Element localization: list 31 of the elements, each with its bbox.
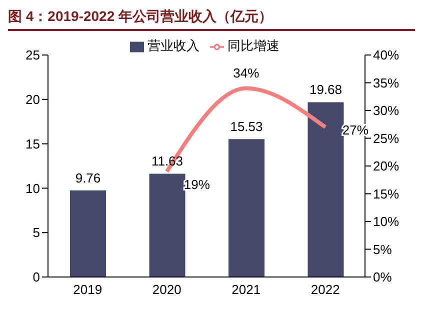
data-label: 15.53	[230, 119, 263, 134]
y2-tick-label: 20%	[373, 158, 400, 174]
y2-tick-label: 5%	[373, 242, 392, 257]
x-tick-label: 2021	[232, 282, 261, 298]
bar	[149, 174, 186, 277]
y2-tick-label: 40%	[373, 48, 400, 63]
chart-title: 图 4：2019-2022 年公司营业收入（亿元）	[8, 8, 415, 31]
y2-tick-label: 25%	[373, 130, 400, 146]
y-tick-label: 10	[26, 180, 40, 196]
y-tick-label: 5	[32, 225, 40, 240]
data-label: 34%	[233, 66, 260, 81]
data-label: 9.76	[75, 170, 101, 186]
x-tick-label: 2019	[73, 282, 102, 298]
legend-label: 同比增速	[228, 38, 280, 53]
bar	[228, 139, 264, 277]
x-tick-label: 2022	[310, 282, 340, 298]
y2-tick-label: 0%	[373, 270, 392, 285]
data-label: 19.68	[309, 82, 342, 98]
bar	[308, 102, 344, 277]
y-tick-label: 15	[26, 136, 40, 152]
bar	[70, 190, 106, 277]
y-tick-label: 25	[26, 48, 40, 63]
y-tick-label: 0	[32, 270, 40, 285]
y2-tick-label: 10%	[373, 214, 400, 230]
legend-label: 营业收入	[148, 38, 200, 53]
y-tick-label: 20	[26, 92, 40, 108]
x-tick-label: 2020	[152, 282, 182, 298]
y2-tick-label: 15%	[373, 186, 400, 202]
y2-tick-label: 30%	[373, 103, 400, 118]
y2-tick-label: 35%	[373, 75, 400, 90]
data-label: 11.63	[151, 154, 184, 169]
